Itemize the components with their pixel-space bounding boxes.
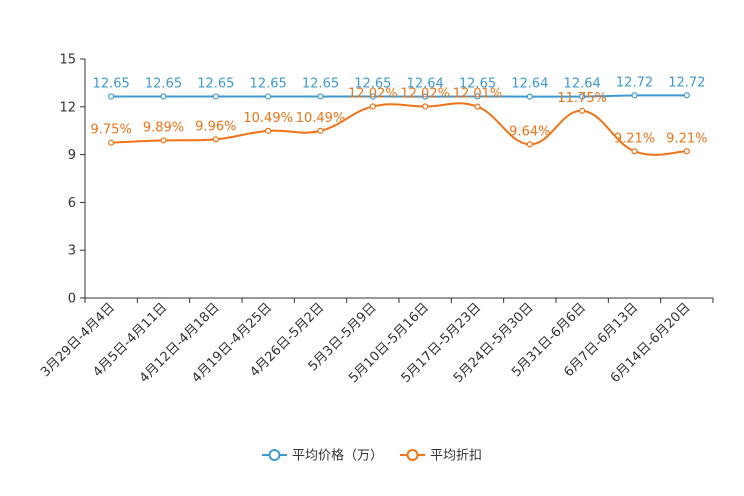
legend-circle-marker bbox=[268, 449, 281, 461]
data-label: 10.49% bbox=[243, 111, 293, 126]
data-point[interactable] bbox=[474, 103, 481, 110]
data-point[interactable] bbox=[317, 93, 324, 100]
data-label: 12.65 bbox=[197, 76, 234, 91]
data-point[interactable] bbox=[265, 93, 272, 100]
data-label: 9.64% bbox=[509, 124, 550, 139]
data-label: 12.64 bbox=[511, 77, 548, 92]
data-label: 12.64 bbox=[564, 77, 601, 92]
data-point[interactable] bbox=[369, 93, 376, 100]
data-point[interactable] bbox=[474, 93, 481, 100]
data-label: 10.49% bbox=[296, 111, 346, 126]
series-layer: 12.65 12.65 12.65 12.65 12.65 12.65 12.64 12.65… bbox=[91, 75, 707, 156]
y-tick-label: 12 bbox=[59, 100, 76, 115]
series-1: 12.65 12.65 12.65 12.65 12.65 12.65 12.64 12.65… bbox=[93, 75, 705, 100]
data-point[interactable] bbox=[422, 93, 429, 100]
data-point[interactable] bbox=[683, 92, 690, 99]
data-label: 12.02% bbox=[400, 86, 450, 101]
data-point[interactable] bbox=[579, 107, 586, 114]
data-point[interactable] bbox=[631, 92, 638, 99]
data-point[interactable] bbox=[369, 103, 376, 110]
y-tick-label: 6 bbox=[68, 196, 76, 211]
data-label: 9.21% bbox=[666, 131, 707, 146]
data-label: 12.65 bbox=[145, 76, 182, 91]
y-tick-label: 15 bbox=[59, 53, 76, 68]
data-point[interactable] bbox=[422, 103, 429, 110]
data-label: 12.01% bbox=[453, 87, 503, 102]
series-2: 9.75% 9.89% 9.96%10.49% 10.49%12.02% 12.02% 1… bbox=[91, 86, 707, 156]
data-point[interactable] bbox=[108, 93, 115, 100]
data-label: 12.65 bbox=[93, 76, 130, 91]
data-label: 9.89% bbox=[143, 120, 184, 135]
series-line bbox=[111, 94, 687, 98]
data-point[interactable] bbox=[212, 93, 219, 100]
data-label: 12.64 bbox=[407, 77, 444, 92]
data-label: 12.65 bbox=[459, 76, 496, 91]
y-tick-label: 0 bbox=[68, 292, 76, 307]
data-point[interactable] bbox=[526, 141, 533, 148]
data-label: 9.75% bbox=[91, 123, 132, 138]
legend[interactable]: 平均价格（万） 平均折扣 bbox=[262, 448, 482, 464]
data-label: 9.96% bbox=[195, 119, 236, 134]
legend-item-1[interactable]: 平均价格（万） bbox=[262, 448, 383, 464]
data-label: 12.65 bbox=[354, 76, 391, 91]
legend-label: 平均折扣 bbox=[430, 449, 482, 464]
axes: 036912153月29日-4月4日4月5日-4月11日4月12日-4月18日4… bbox=[38, 53, 714, 386]
data-point[interactable] bbox=[317, 127, 324, 134]
data-label: 12.65 bbox=[302, 76, 339, 91]
y-tick-label: 3 bbox=[68, 244, 76, 259]
data-point[interactable] bbox=[579, 93, 586, 100]
legend-circle-marker bbox=[406, 449, 419, 461]
data-label: 12.02% bbox=[348, 86, 398, 101]
data-label: 9.21% bbox=[614, 131, 655, 146]
data-label: 12.72 bbox=[616, 75, 653, 90]
legend-item-2[interactable]: 平均折扣 bbox=[400, 449, 482, 464]
data-point[interactable] bbox=[683, 148, 690, 155]
data-label: 12.72 bbox=[668, 75, 705, 90]
data-point[interactable] bbox=[526, 93, 533, 100]
data-point[interactable] bbox=[212, 136, 219, 143]
data-point[interactable] bbox=[160, 93, 167, 100]
data-point[interactable] bbox=[265, 127, 272, 134]
data-point[interactable] bbox=[108, 139, 115, 146]
legend-label: 平均价格（万） bbox=[292, 448, 383, 464]
data-point[interactable] bbox=[160, 137, 167, 144]
data-point[interactable] bbox=[631, 148, 638, 155]
data-label: 11.75% bbox=[557, 91, 607, 106]
data-label: 12.65 bbox=[250, 76, 287, 91]
y-tick-label: 9 bbox=[68, 148, 76, 163]
